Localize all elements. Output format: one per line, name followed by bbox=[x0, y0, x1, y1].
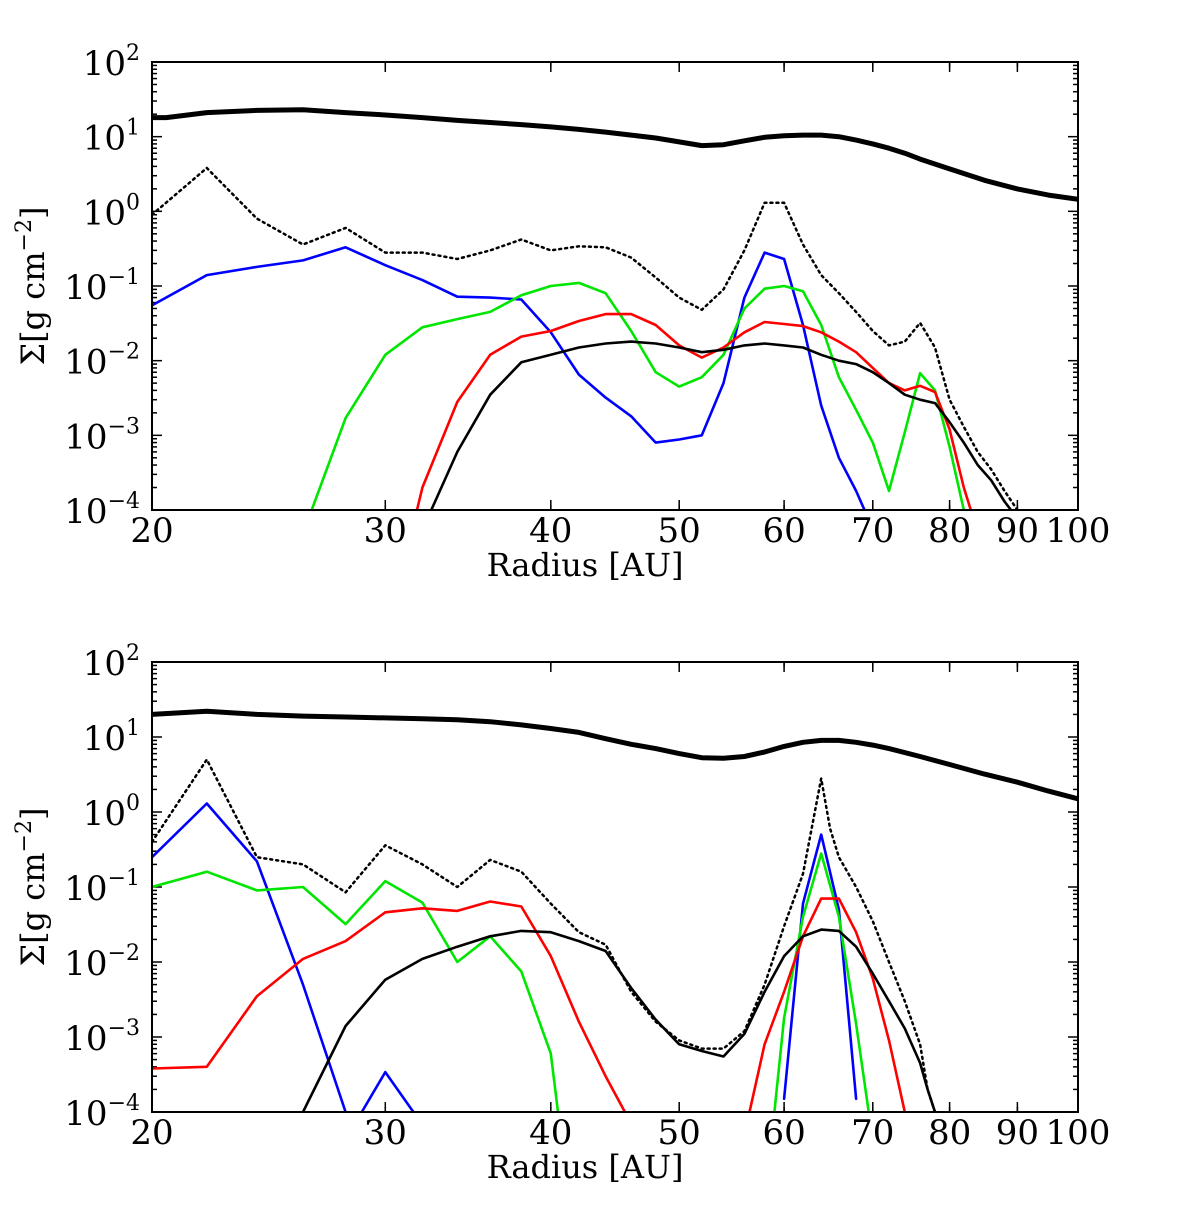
series-black-thin bbox=[430, 340, 1013, 510]
x-tick-label: 30 bbox=[364, 1113, 407, 1153]
x-tick-label: 20 bbox=[130, 511, 173, 551]
series-green bbox=[152, 870, 560, 1112]
series-group bbox=[152, 708, 1078, 1112]
x-tick-label: 60 bbox=[762, 511, 805, 551]
y-tick-label: 10−4 bbox=[64, 489, 140, 532]
series-gas bbox=[152, 708, 1078, 802]
x-axis-title: Radius [AU] bbox=[487, 546, 684, 584]
y-tick-label: 102 bbox=[83, 41, 140, 84]
series-red-peak bbox=[748, 897, 907, 1112]
x-tick-label: 20 bbox=[130, 1113, 173, 1153]
x-tick-label: 80 bbox=[928, 1113, 971, 1153]
x-tick-label: 100 bbox=[1046, 1113, 1111, 1153]
y-tick-label: 100 bbox=[83, 190, 140, 233]
x-tick-label: 40 bbox=[529, 1113, 572, 1153]
y-tick-label: 101 bbox=[83, 116, 140, 159]
y-axis-title: Σ[g cm−2] bbox=[12, 207, 52, 366]
x-tick-label: 40 bbox=[529, 511, 572, 551]
y-tick-label: 10−1 bbox=[64, 866, 140, 909]
series-gas bbox=[152, 107, 1078, 202]
y-tick-label: 10−3 bbox=[64, 1016, 140, 1059]
series-green bbox=[310, 281, 966, 510]
x-tick-label: 100 bbox=[1046, 511, 1111, 551]
x-tick-label: 70 bbox=[851, 1113, 894, 1153]
x-tick-label: 90 bbox=[996, 511, 1039, 551]
y-tick-label: 102 bbox=[83, 641, 140, 684]
series-red bbox=[415, 312, 973, 510]
x-tick-label: 70 bbox=[851, 511, 894, 551]
series-red bbox=[152, 900, 627, 1112]
x-tick-label: 80 bbox=[928, 511, 971, 551]
series-blue-peak bbox=[782, 833, 858, 1101]
x-tick-label: 60 bbox=[762, 1113, 805, 1153]
y-tick-label: 10−3 bbox=[64, 414, 140, 457]
y-tick-label: 10−2 bbox=[64, 340, 140, 383]
series-total-dust bbox=[152, 758, 937, 1112]
y-tick-label: 10−1 bbox=[64, 265, 140, 308]
series-green-peak bbox=[773, 852, 870, 1112]
plot-frame bbox=[151, 661, 1079, 1113]
plot-frame bbox=[151, 61, 1079, 511]
x-tick-label: 50 bbox=[658, 1113, 701, 1153]
y-tick-label: 101 bbox=[83, 716, 140, 759]
x-tick-label: 50 bbox=[658, 511, 701, 551]
x-tick-label: 30 bbox=[364, 511, 407, 551]
bottom-panel: 20 30 40 50 60 70 80 90 10010210110010−110−210−3… bbox=[12, 641, 1110, 1186]
series-blue bbox=[152, 802, 347, 1112]
series-group bbox=[152, 107, 1078, 510]
series-black-thin bbox=[301, 928, 937, 1112]
series-blue-bump bbox=[360, 1070, 415, 1112]
y-tick-label: 10−4 bbox=[64, 1091, 140, 1134]
series-total-dust bbox=[152, 166, 1019, 510]
y-axis-title: Σ[g cm−2] bbox=[12, 808, 52, 967]
x-tick-label: 90 bbox=[996, 1113, 1039, 1153]
y-tick-label: 10−2 bbox=[64, 941, 140, 984]
y-tick-label: 100 bbox=[83, 791, 140, 834]
x-axis-title: Radius [AU] bbox=[487, 1148, 684, 1186]
top-panel: 20 30 40 50 60 70 80 90 10010210110010−110−210−3… bbox=[12, 41, 1110, 584]
series-blue bbox=[152, 246, 866, 510]
